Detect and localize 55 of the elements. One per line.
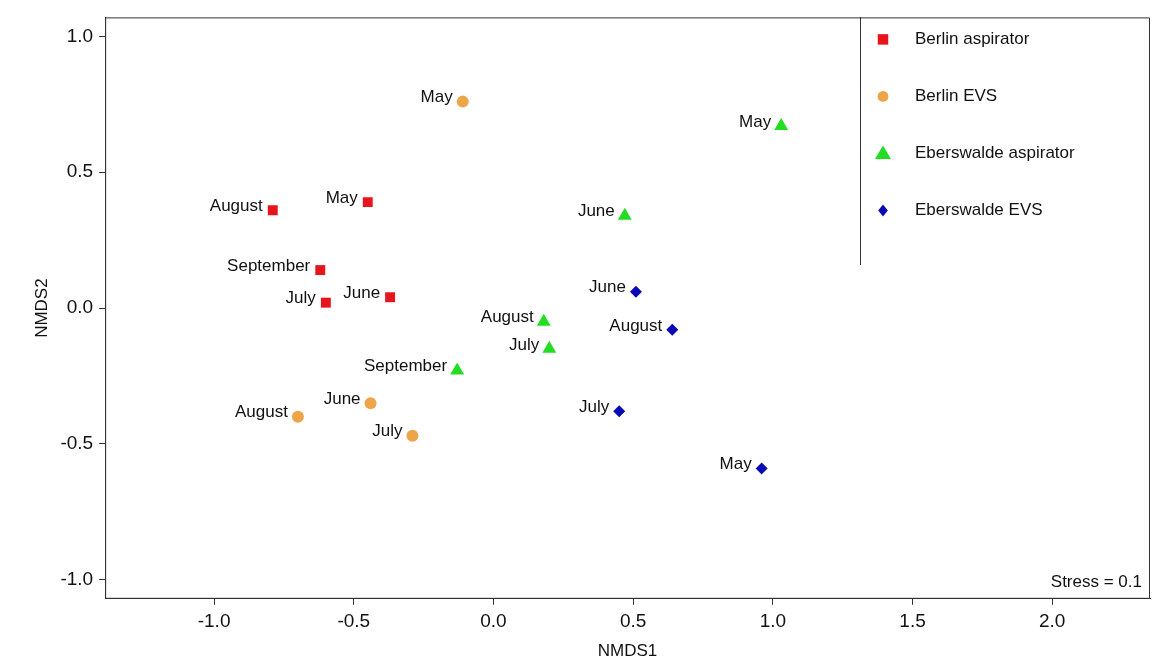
annotation: June — [343, 282, 381, 302]
y-tick-label: 1.0 — [66, 24, 94, 46]
x-tick-label: 1.0 — [759, 610, 787, 632]
annotation: Stress = 0.1 — [1050, 571, 1142, 591]
point — [666, 323, 679, 336]
annotation: August — [609, 315, 663, 335]
legend-label: Berlin EVS — [915, 86, 998, 106]
point — [774, 118, 789, 131]
point — [755, 462, 768, 475]
annotation: May — [719, 454, 753, 474]
y-tick-label: 0.0 — [66, 296, 94, 318]
x-tick-label: -1.0 — [197, 610, 231, 632]
annotation: July — [372, 421, 403, 441]
annotation: August — [234, 402, 289, 422]
y-tick-label: 0.5 — [66, 160, 94, 182]
x-tick-label: -0.5 — [337, 610, 371, 632]
x-tick-label: 0.5 — [619, 610, 647, 632]
point — [542, 340, 557, 353]
point — [385, 292, 396, 303]
annotation: September — [227, 255, 311, 275]
point — [536, 313, 551, 326]
point — [267, 205, 278, 216]
x-tick-label: 2.0 — [1039, 610, 1066, 632]
legend-label: Eberswalde aspirator — [915, 143, 1076, 163]
legend-label: Eberswalde EVS — [915, 200, 1043, 220]
point — [320, 297, 331, 308]
annotation: May — [420, 87, 454, 107]
x-tick-label: 1.5 — [899, 610, 926, 632]
annotation: June — [589, 277, 626, 297]
point — [450, 362, 465, 375]
annotation: July — [285, 288, 317, 308]
annotation: May — [739, 111, 772, 131]
y-tick-label: -1.0 — [60, 568, 94, 590]
annotation: July — [509, 334, 540, 354]
annotation: June — [577, 201, 615, 221]
y-axis-title: NMDS2 — [31, 278, 51, 338]
annotation: September — [363, 356, 448, 376]
annotation: May — [325, 187, 359, 207]
annotation: August — [480, 307, 535, 327]
point — [291, 410, 304, 423]
point — [613, 405, 626, 418]
point — [456, 95, 469, 108]
point — [315, 265, 326, 276]
annotation: July — [578, 397, 610, 417]
x-axis-title: NMDS1 — [597, 641, 658, 661]
legend-label: Berlin aspirator — [915, 29, 1030, 49]
point — [617, 207, 632, 220]
point — [362, 197, 373, 208]
annotation: June — [323, 388, 361, 408]
y-tick-label: -0.5 — [60, 432, 94, 454]
point — [364, 397, 377, 410]
point — [629, 285, 642, 298]
point — [406, 429, 419, 442]
annotation: August — [209, 195, 264, 215]
x-tick-label: 0.0 — [480, 610, 507, 632]
